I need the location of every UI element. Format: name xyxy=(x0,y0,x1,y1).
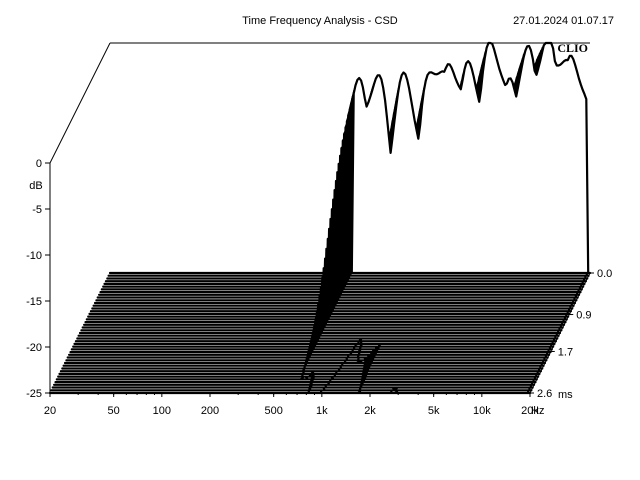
y-tick-label: -10 xyxy=(26,250,42,262)
x-tick-label: 500 xyxy=(264,405,282,417)
y-tick-label: -15 xyxy=(26,296,42,308)
y-tick-label: -20 xyxy=(26,342,42,354)
chart-title: Time Frequency Analysis - CSD xyxy=(242,15,398,27)
z-tick-label: 1.7 xyxy=(558,346,573,358)
waterfall-surface xyxy=(48,41,592,395)
top-depth-line xyxy=(49,42,111,164)
waterfall-slice xyxy=(108,41,592,275)
x-tick-label: 20 xyxy=(44,405,56,417)
z-axis-unit: ms xyxy=(558,389,573,401)
x-tick-label: 20k xyxy=(521,405,539,417)
y-tick-label: 0 xyxy=(36,158,42,170)
clio-logo: CLIO xyxy=(557,41,588,55)
z-tick-label: 2.6 xyxy=(537,388,552,400)
x-tick-label: 50 xyxy=(108,405,120,417)
z-tick-label: 0.0 xyxy=(597,268,612,280)
x-tick-label: 1k xyxy=(316,405,328,417)
x-tick-label: 200 xyxy=(201,405,219,417)
chart-datetime: 27.01.2024 01.07.17 xyxy=(513,15,614,27)
y-tick-label: -25 xyxy=(26,388,42,400)
z-tick-label: 0.9 xyxy=(576,310,591,322)
x-tick-label: 100 xyxy=(153,405,171,417)
y-axis-label: dB xyxy=(29,180,42,192)
x-tick-label: 5k xyxy=(428,405,440,417)
x-tick-label: 2k xyxy=(364,405,376,417)
x-axis-unit: Hz xyxy=(531,405,544,417)
y-tick-label: -5 xyxy=(32,204,42,216)
x-tick-label: 10k xyxy=(473,405,491,417)
